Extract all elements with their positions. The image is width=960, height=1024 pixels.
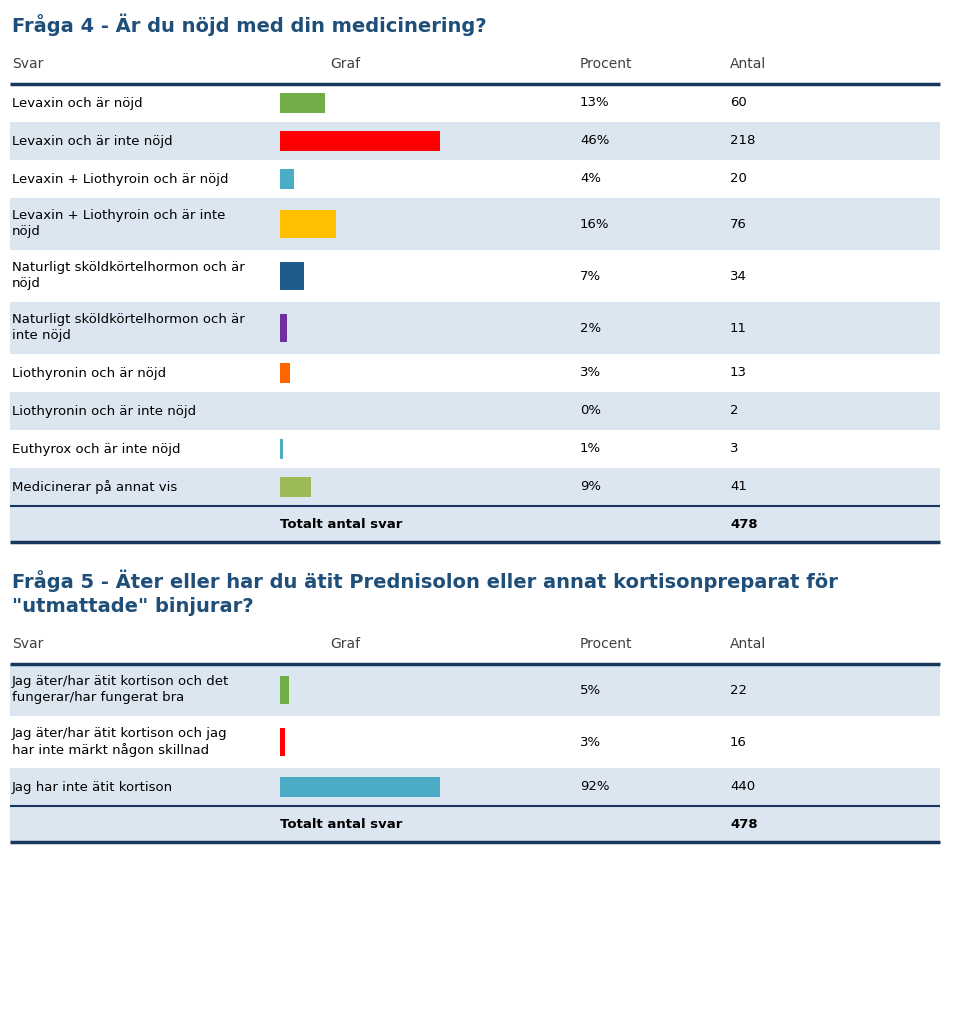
Bar xyxy=(10,250,940,302)
Bar xyxy=(280,676,289,705)
Text: 7%: 7% xyxy=(580,269,601,283)
Text: Antal: Antal xyxy=(730,57,766,71)
Bar xyxy=(10,468,940,506)
Text: Totalt antal svar: Totalt antal svar xyxy=(280,817,402,830)
Bar xyxy=(280,130,440,152)
Bar xyxy=(280,313,287,342)
Text: 2: 2 xyxy=(730,404,738,418)
Text: Naturligt sköldkörtelhormon och är
nöjd: Naturligt sköldkörtelhormon och är nöjd xyxy=(12,261,245,291)
Bar xyxy=(10,392,940,430)
Text: Svar: Svar xyxy=(12,57,43,71)
Bar xyxy=(280,169,294,189)
Text: 11: 11 xyxy=(730,322,747,335)
Text: Fråga 4 - Är du nöjd med din medicinering?: Fråga 4 - Är du nöjd med din medicinerin… xyxy=(12,14,487,37)
Bar xyxy=(280,262,304,290)
Bar xyxy=(280,776,440,798)
Bar xyxy=(10,430,940,468)
Text: 2%: 2% xyxy=(580,322,601,335)
Text: Jag har inte ätit kortison: Jag har inte ätit kortison xyxy=(12,780,173,794)
Text: 20: 20 xyxy=(730,172,747,185)
Text: 41: 41 xyxy=(730,480,747,494)
Text: 13%: 13% xyxy=(580,96,610,110)
Text: Jag äter/har ätit kortison och det
fungerar/har fungerat bra: Jag äter/har ätit kortison och det funge… xyxy=(12,676,229,705)
Text: Naturligt sköldkörtelhormon och är
inte nöjd: Naturligt sköldkörtelhormon och är inte … xyxy=(12,313,245,342)
Text: Procent: Procent xyxy=(580,57,633,71)
Text: 9%: 9% xyxy=(580,480,601,494)
Bar xyxy=(10,354,940,392)
Bar xyxy=(10,806,940,842)
Bar xyxy=(10,716,940,768)
Text: Levaxin + Liothyroin och är nöjd: Levaxin + Liothyroin och är nöjd xyxy=(12,172,228,185)
Text: Jag äter/har ätit kortison och jag
har inte märkt någon skillnad: Jag äter/har ätit kortison och jag har i… xyxy=(12,727,228,757)
Text: 5%: 5% xyxy=(580,683,601,696)
Text: Graf: Graf xyxy=(330,637,360,651)
Bar xyxy=(280,438,283,460)
Text: 13: 13 xyxy=(730,367,747,380)
Text: Liothyronin och är nöjd: Liothyronin och är nöjd xyxy=(12,367,166,380)
Bar xyxy=(10,302,940,354)
Text: 478: 478 xyxy=(730,517,757,530)
Bar xyxy=(10,768,940,806)
Bar xyxy=(280,210,336,239)
Text: Graf: Graf xyxy=(330,57,360,71)
Text: Fråga 5 - Äter eller har du ätit Prednisolon eller annat kortisonpreparat för
"u: Fråga 5 - Äter eller har du ätit Prednis… xyxy=(12,570,838,616)
Text: 440: 440 xyxy=(730,780,756,794)
Text: Levaxin och är nöjd: Levaxin och är nöjd xyxy=(12,96,143,110)
Text: Procent: Procent xyxy=(580,637,633,651)
Text: 478: 478 xyxy=(730,817,757,830)
Bar xyxy=(10,198,940,250)
Text: 34: 34 xyxy=(730,269,747,283)
Text: 92%: 92% xyxy=(580,780,610,794)
Text: Levaxin + Liothyroin och är inte
nöjd: Levaxin + Liothyroin och är inte nöjd xyxy=(12,210,226,239)
Text: Medicinerar på annat vis: Medicinerar på annat vis xyxy=(12,480,178,494)
Bar xyxy=(280,476,311,498)
Text: 3: 3 xyxy=(730,442,738,456)
Text: Svar: Svar xyxy=(12,637,43,651)
Bar xyxy=(280,92,325,114)
Text: 46%: 46% xyxy=(580,134,610,147)
Text: 0%: 0% xyxy=(580,404,601,418)
Text: 4%: 4% xyxy=(580,172,601,185)
Text: Liothyronin och är inte nöjd: Liothyronin och är inte nöjd xyxy=(12,404,196,418)
Bar xyxy=(10,122,940,160)
Text: 16: 16 xyxy=(730,735,747,749)
Bar xyxy=(10,664,940,716)
Text: Antal: Antal xyxy=(730,637,766,651)
Text: 3%: 3% xyxy=(580,367,601,380)
Text: 60: 60 xyxy=(730,96,747,110)
Bar xyxy=(10,506,940,542)
Text: 1%: 1% xyxy=(580,442,601,456)
Bar xyxy=(10,160,940,198)
Text: 76: 76 xyxy=(730,217,747,230)
Bar xyxy=(10,84,940,122)
Text: 22: 22 xyxy=(730,683,747,696)
Text: Levaxin och är inte nöjd: Levaxin och är inte nöjd xyxy=(12,134,173,147)
Bar xyxy=(280,362,291,383)
Text: Totalt antal svar: Totalt antal svar xyxy=(280,517,402,530)
Text: 16%: 16% xyxy=(580,217,610,230)
Text: 3%: 3% xyxy=(580,735,601,749)
Text: 218: 218 xyxy=(730,134,756,147)
Bar xyxy=(280,728,285,757)
Text: Euthyrox och är inte nöjd: Euthyrox och är inte nöjd xyxy=(12,442,180,456)
